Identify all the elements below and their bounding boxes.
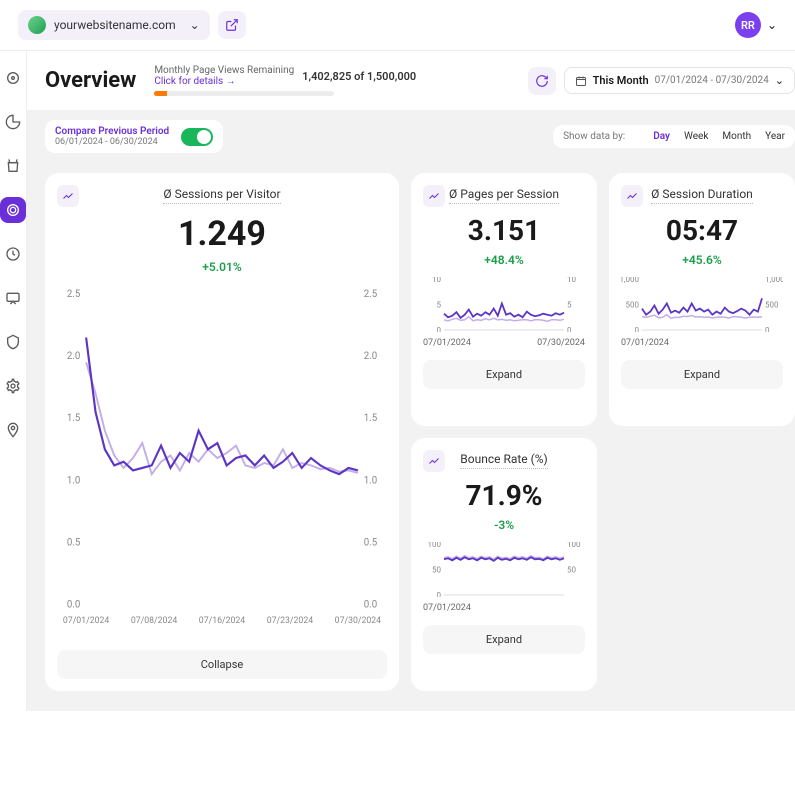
top-header: yourwebsitename.com ⌄ RR ⌄ [0,0,795,51]
svg-text:0: 0 [765,326,770,332]
compare-period-box: Compare Previous Period 06/01/2024 - 06/… [45,120,223,153]
svg-text:1.5: 1.5 [67,413,81,424]
granularity-year[interactable]: Year [765,131,785,142]
granularity-month[interactable]: Month [722,131,751,142]
page-views-bar [154,91,334,96]
svg-text:500: 500 [626,301,640,310]
chart-icon [57,185,79,207]
svg-text:5: 5 [437,301,442,310]
big-chart: 0.0 0.0 0.5 0.5 1.0 1.0 1.5 1.5 2.0 2.0 2.5 2.5 07/0… [57,284,387,638]
chevron-down-icon: ⌄ [190,18,200,32]
avatar: RR [735,12,761,38]
svg-text:07/01/2024: 07/01/2024 [63,616,109,626]
page-title: Overview [45,68,136,93]
compare-toggle[interactable] [181,128,213,146]
nav-chat-icon[interactable] [0,285,26,311]
user-menu[interactable]: RR ⌄ [735,12,777,38]
chevron-down-icon: ⌄ [775,74,784,87]
svg-text:1,000: 1,000 [765,277,783,284]
date-range-selector[interactable]: This Month 07/01/2024 - 07/30/2024 ⌄ [564,67,795,94]
svg-text:0: 0 [635,326,640,332]
open-external-button[interactable] [218,11,246,39]
chart-icon [423,185,445,207]
page-views-details-link[interactable]: Click for details → [154,76,294,87]
chart-icon [621,185,643,207]
svg-text:10: 10 [432,277,441,284]
page-views-remaining: Monthly Page Views Remaining Click for d… [154,65,416,96]
svg-text:0.5: 0.5 [364,537,378,548]
svg-text:07/30/2024: 07/30/2024 [335,616,381,626]
svg-text:1,000: 1,000 [621,277,640,284]
overview-header: Overview Monthly Page Views Remaining Cl… [27,51,795,110]
svg-text:50: 50 [567,566,576,575]
page-views-usage: 1,402,825 of 1,500,000 [302,70,416,83]
expand-button[interactable]: Expand [423,360,585,389]
svg-text:5: 5 [567,301,572,310]
mini-chart: 10050010050 07/01/2024 [423,542,585,613]
nav-clock-icon[interactable] [0,241,26,267]
svg-text:07/23/2024: 07/23/2024 [267,616,313,626]
expand-button[interactable]: Expand [423,625,585,654]
svg-text:0: 0 [437,326,442,332]
svg-text:0: 0 [567,326,572,332]
svg-text:50: 50 [432,566,441,575]
svg-text:2.5: 2.5 [67,289,81,300]
svg-text:100: 100 [428,542,442,549]
expand-button[interactable]: Expand [621,360,783,389]
mini-chart: 10501050 07/01/202407/30/2024 [423,277,585,348]
mini-chart: 1,00050001,0005000 07/01/2024 [621,277,783,348]
svg-text:1.0: 1.0 [364,475,377,486]
calendar-icon [575,75,587,87]
nav-audience-icon[interactable] [0,197,26,223]
collapse-button[interactable]: Collapse [57,650,387,679]
svg-text:0.5: 0.5 [67,537,81,548]
svg-text:0.0: 0.0 [67,600,80,611]
svg-text:1.5: 1.5 [364,413,378,424]
metric-card-bounce-rate: Bounce Rate (%) 71.9% -3% 10050010050 07… [411,438,597,691]
svg-text:1.0: 1.0 [67,475,80,486]
svg-text:2.5: 2.5 [364,289,378,300]
nav-pie-icon[interactable] [0,109,26,135]
site-selector[interactable]: yourwebsitename.com ⌄ [18,10,210,40]
side-nav [0,51,26,711]
granularity-day[interactable]: Day [653,131,670,142]
metric-card-session-duration: Ø Session Duration 05:47 +45.6% 1,000500… [609,173,795,426]
nav-shop-icon[interactable] [0,153,26,179]
svg-text:0.0: 0.0 [364,600,377,611]
chevron-down-icon: ⌄ [767,18,777,32]
granularity-week[interactable]: Week [684,131,708,142]
metric-card-sessions-per-visitor: Ø Sessions per Visitor 1.249 +5.01% 0.00… [45,173,399,691]
svg-text:07/08/2024: 07/08/2024 [131,616,177,626]
nav-settings-icon[interactable] [0,373,26,399]
metric-card-pages-per-session: Ø Pages per Session 3.151 +48.4% 1050105… [411,173,597,426]
svg-text:100: 100 [567,542,581,549]
granularity-selector: Show data by: DayWeekMonthYear [553,125,795,148]
svg-text:2.0: 2.0 [67,351,80,362]
nav-location-icon[interactable] [0,417,26,443]
chart-icon [423,450,445,472]
svg-text:0: 0 [437,591,442,597]
svg-text:500: 500 [765,301,779,310]
refresh-button[interactable] [528,67,556,95]
svg-text:10: 10 [567,277,576,284]
svg-text:2.0: 2.0 [364,351,377,362]
nav-dashboard-icon[interactable] [0,65,26,91]
controls-row: Compare Previous Period 06/01/2024 - 06/… [27,110,795,163]
svg-text:07/16/2024: 07/16/2024 [199,616,245,626]
site-icon [28,16,46,34]
nav-shield-icon[interactable] [0,329,26,355]
site-name: yourwebsitename.com [54,18,176,32]
metrics-grid: Ø Sessions per Visitor 1.249 +5.01% 0.00… [27,163,795,711]
